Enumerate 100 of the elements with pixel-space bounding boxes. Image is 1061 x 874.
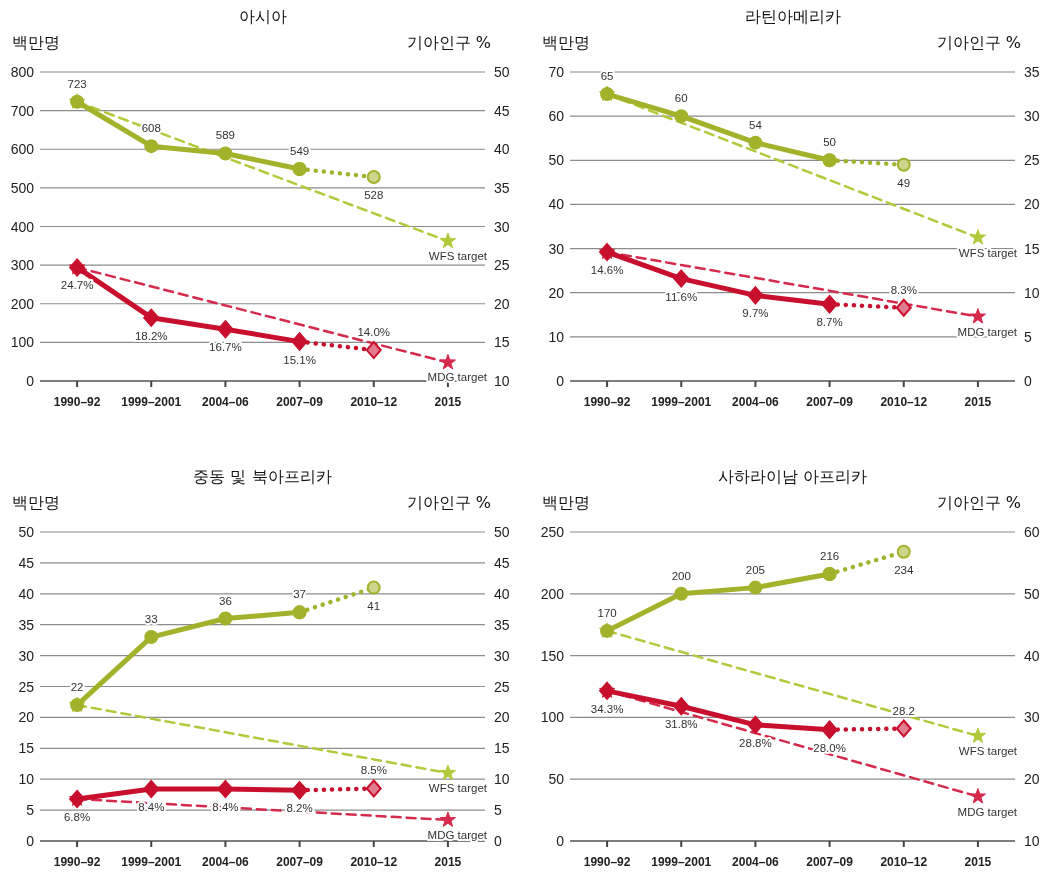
data-label: 24.7% bbox=[60, 279, 94, 292]
y-tick-label: 0 bbox=[556, 373, 565, 389]
x-tick-label: 2007–09 bbox=[276, 855, 324, 869]
y-tick-label: 45 bbox=[18, 554, 35, 571]
y2-tick-label: 60 bbox=[1024, 524, 1040, 540]
y-tick-label: 10 bbox=[548, 328, 565, 345]
data-label: 41 bbox=[367, 599, 381, 612]
series-label: WFS target bbox=[428, 782, 488, 795]
x-tick-label: 2015 bbox=[434, 395, 462, 409]
y2-tick-label: 20 bbox=[494, 295, 510, 312]
y2-tick-label: 35 bbox=[494, 179, 510, 196]
data-label: 50 bbox=[823, 136, 836, 149]
data-label: 8.5% bbox=[360, 764, 387, 777]
chart-title: 아시아 bbox=[238, 7, 287, 26]
data-label: 28.8% bbox=[739, 736, 772, 749]
y-tick-label: 60 bbox=[548, 108, 565, 125]
y2-tick-label: 25 bbox=[494, 678, 510, 695]
y-tick-label: 100 bbox=[540, 709, 565, 726]
y-tick-label: 25 bbox=[18, 678, 35, 695]
data-label: 589 bbox=[215, 129, 236, 142]
y2-tick-label: 50 bbox=[1024, 585, 1040, 602]
y-tick-label: 40 bbox=[548, 196, 565, 213]
data-label: 234 bbox=[894, 563, 914, 576]
x-tick-label: 1990–92 bbox=[53, 395, 101, 409]
y-tick-label: 50 bbox=[548, 771, 565, 788]
y-tick-label: 400 bbox=[10, 218, 35, 235]
chart-title: 라틴아메리카 bbox=[744, 7, 841, 26]
y-axis-title: 백만명 bbox=[12, 493, 60, 512]
y-tick-label: 30 bbox=[18, 647, 35, 664]
data-label: 22 bbox=[70, 681, 84, 694]
y-tick-label: 0 bbox=[556, 833, 565, 849]
data-label: 170 bbox=[597, 606, 617, 619]
x-tick-label: 2007–09 bbox=[276, 395, 324, 409]
y-axis-title: 백만명 bbox=[542, 33, 590, 52]
y2-tick-label: 10 bbox=[1024, 284, 1040, 301]
data-label: 205 bbox=[745, 563, 766, 576]
data-label: 8.7% bbox=[816, 316, 843, 329]
y2-tick-label: 5 bbox=[1024, 328, 1032, 345]
series-label: MDG target bbox=[427, 828, 488, 841]
x-tick-label: 2015 bbox=[434, 855, 462, 869]
chart-title: 사하라이남 아프리카 bbox=[717, 467, 868, 486]
x-tick-label: 2004–06 bbox=[732, 395, 780, 409]
y-tick-label: 700 bbox=[10, 102, 35, 119]
x-tick-label: 1999–2001 bbox=[651, 395, 712, 409]
x-tick-label: 1999–2001 bbox=[121, 395, 182, 409]
y2-tick-label: 40 bbox=[494, 585, 510, 602]
y-tick-label: 0 bbox=[26, 373, 35, 389]
data-label: 65 bbox=[600, 70, 614, 83]
data-label: 36 bbox=[219, 594, 232, 607]
chart-title: 중동 및 북아프리카 bbox=[193, 467, 332, 486]
y2-tick-label: 10 bbox=[1024, 833, 1040, 849]
y2-tick-label: 15 bbox=[494, 740, 510, 757]
y-axis-title: 백만명 bbox=[542, 493, 590, 512]
data-label: 14.6% bbox=[590, 264, 624, 277]
y-tick-label: 30 bbox=[548, 240, 565, 257]
y2-tick-label: 20 bbox=[1024, 196, 1040, 213]
y2-axis-title: 기아인구 % bbox=[936, 33, 1021, 52]
x-tick-label: 2015 bbox=[964, 395, 992, 409]
x-tick-label: 1990–92 bbox=[583, 395, 631, 409]
series-label: MDG target bbox=[957, 805, 1018, 818]
x-tick-label: 1990–92 bbox=[583, 855, 631, 869]
data-label: 31.8% bbox=[664, 718, 698, 731]
data-label: 11.6% bbox=[665, 290, 698, 303]
y-tick-label: 500 bbox=[10, 179, 35, 196]
y2-tick-label: 0 bbox=[494, 833, 502, 849]
data-label: 200 bbox=[671, 569, 691, 582]
y2-axis-title: 기아인구 % bbox=[406, 493, 491, 512]
y-tick-label: 600 bbox=[10, 141, 35, 158]
y2-tick-label: 30 bbox=[494, 218, 510, 235]
y2-tick-label: 20 bbox=[494, 709, 510, 726]
y-tick-label: 35 bbox=[18, 616, 35, 633]
x-tick-label: 2007–09 bbox=[806, 395, 854, 409]
x-tick-label: 1990–92 bbox=[53, 855, 101, 869]
series-label: WFS target bbox=[958, 246, 1018, 259]
data-label: 18.2% bbox=[134, 329, 168, 342]
data-label: 28.2 bbox=[892, 704, 915, 717]
y2-axis-title: 기아인구 % bbox=[406, 33, 491, 52]
data-label: 216 bbox=[819, 550, 840, 563]
y2-tick-label: 25 bbox=[1024, 152, 1040, 169]
y2-axis-title: 기아인구 % bbox=[936, 493, 1021, 512]
x-tick-label: 2015 bbox=[964, 855, 992, 869]
y-tick-label: 150 bbox=[540, 647, 565, 664]
x-tick-label: 1999–2001 bbox=[651, 855, 712, 869]
data-label: 528 bbox=[364, 189, 384, 202]
data-label: 33 bbox=[144, 613, 158, 626]
data-label: 8.4% bbox=[138, 801, 165, 814]
data-label: 49 bbox=[897, 176, 911, 189]
y-tick-label: 50 bbox=[18, 524, 35, 540]
y2-tick-label: 30 bbox=[1024, 709, 1040, 726]
y2-tick-label: 15 bbox=[1024, 240, 1040, 257]
y-tick-label: 20 bbox=[18, 709, 35, 726]
y2-tick-label: 35 bbox=[494, 616, 510, 633]
data-label: 54 bbox=[749, 118, 763, 131]
x-tick-label: 1999–2001 bbox=[121, 855, 182, 869]
y2-tick-label: 40 bbox=[1024, 647, 1040, 664]
series-label: MDG target bbox=[957, 325, 1018, 338]
x-tick-label: 2004–06 bbox=[202, 395, 250, 409]
data-label: 9.7% bbox=[742, 307, 769, 320]
y2-tick-label: 25 bbox=[494, 257, 510, 274]
y-tick-label: 100 bbox=[10, 334, 35, 351]
